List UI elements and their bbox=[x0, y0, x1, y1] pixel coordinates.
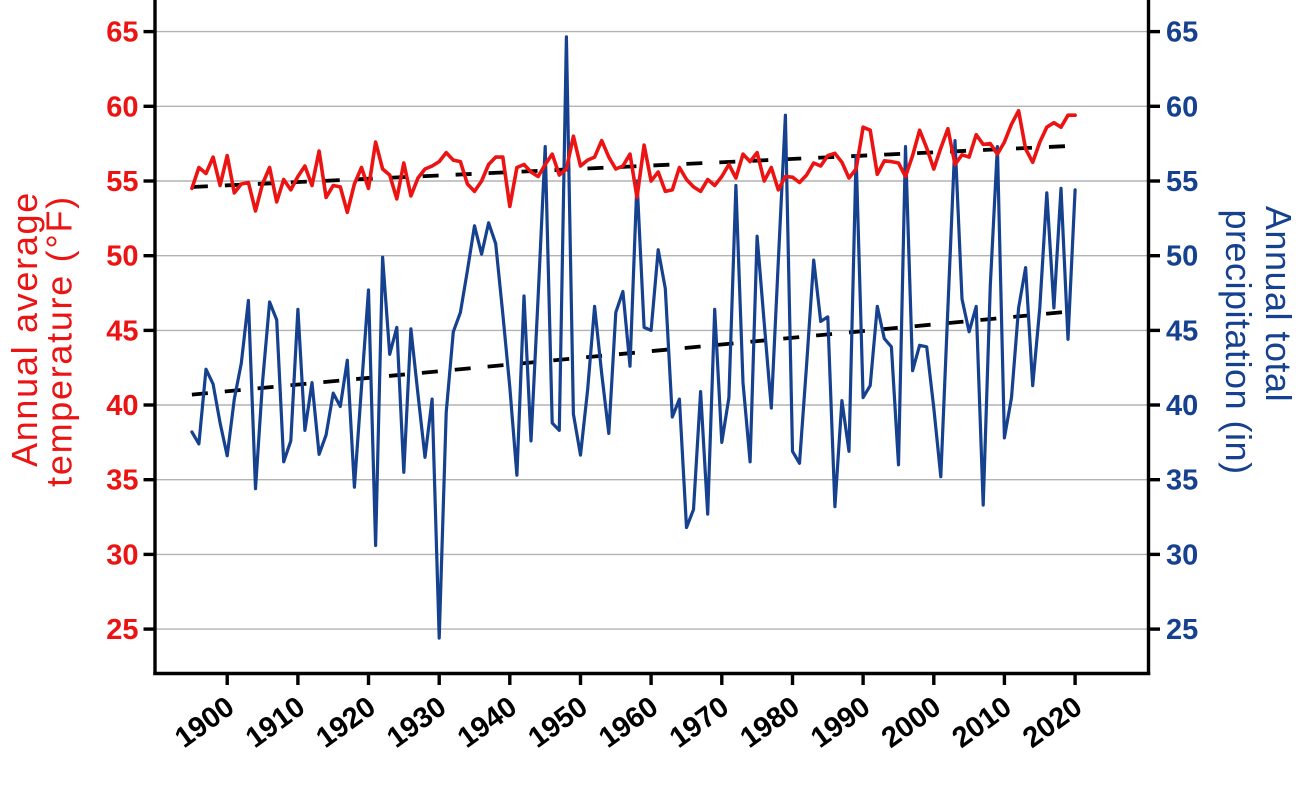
svg-text:50: 50 bbox=[106, 241, 138, 273]
svg-text:Annual total: Annual total bbox=[1258, 206, 1299, 402]
svg-text:30: 30 bbox=[106, 539, 138, 571]
svg-text:35: 35 bbox=[106, 465, 138, 497]
svg-text:40: 40 bbox=[1166, 390, 1198, 422]
svg-text:precipitation (in): precipitation (in) bbox=[1218, 209, 1259, 474]
svg-text:35: 35 bbox=[1166, 465, 1198, 497]
svg-text:40: 40 bbox=[106, 390, 138, 422]
svg-text:60: 60 bbox=[1166, 91, 1198, 123]
svg-text:65: 65 bbox=[106, 17, 138, 49]
svg-text:65: 65 bbox=[1166, 17, 1198, 49]
svg-text:55: 55 bbox=[106, 166, 138, 198]
svg-text:Annual average: Annual average bbox=[4, 191, 45, 467]
svg-text:55: 55 bbox=[1166, 166, 1198, 198]
svg-text:50: 50 bbox=[1166, 241, 1198, 273]
svg-text:30: 30 bbox=[1166, 539, 1198, 571]
svg-text:temperature (°F): temperature (°F) bbox=[39, 195, 80, 487]
svg-text:45: 45 bbox=[1166, 315, 1198, 347]
svg-text:25: 25 bbox=[1166, 614, 1198, 646]
svg-text:60: 60 bbox=[106, 91, 138, 123]
svg-text:45: 45 bbox=[106, 315, 138, 347]
svg-text:25: 25 bbox=[106, 614, 138, 646]
